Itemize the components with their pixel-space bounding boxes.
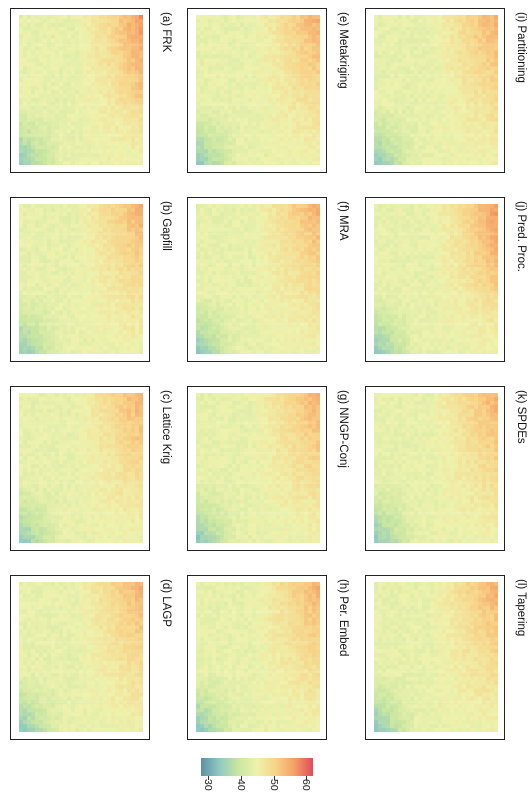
panel-title: (d) LAGP [156, 575, 176, 740]
panel-title: (h) Per. Embed [333, 575, 353, 740]
panel-title: (g) NNGP-Conj [333, 386, 353, 551]
panel-title: (f) MRA [333, 197, 353, 362]
heatmap-field [374, 204, 498, 354]
heatmap-field [19, 582, 143, 732]
heatmap-field [19, 15, 143, 165]
panel-title: (k) SPDEs [511, 386, 530, 551]
colorbar-tick-text: 50 [267, 779, 280, 791]
heatmap-field [374, 582, 498, 732]
panel-frame [365, 386, 505, 551]
panel-frame [10, 197, 150, 362]
panel-title-text: (f) MRA [337, 201, 349, 241]
heatmap-field [374, 15, 498, 165]
heatmap-field [196, 204, 320, 354]
panel-l: (l) Tapering [365, 575, 527, 740]
panel-title-text: (b) Gapfill [160, 201, 172, 251]
panel-k: (k) SPDEs [365, 386, 527, 551]
panel-i: (i) Partitioning [365, 8, 527, 173]
colorbar-tick-label: 50 [267, 779, 287, 795]
colorbar-tick [240, 776, 242, 780]
panel-b: (b) Gapfill [10, 197, 172, 362]
panel-frame [10, 386, 150, 551]
panel-title-text: (c) Lattice Krig [160, 390, 172, 465]
colorbar-gradient [201, 758, 313, 776]
panel-frame [187, 8, 327, 173]
panel-d: (d) LAGP [10, 575, 172, 740]
panel-frame [365, 8, 505, 173]
panel-title: (j) Pred. Proc. [511, 197, 530, 362]
colorbar-tick-text: 30 [201, 779, 214, 791]
heatmap-field [19, 393, 143, 543]
panel-title-text: (e) Metakriging [337, 12, 349, 89]
panel-a: (a) FRK [10, 8, 172, 173]
colorbar-tick-text: 40 [234, 779, 247, 791]
panel-title-text: (i) Partitioning [515, 12, 527, 83]
panel-title: (c) Lattice Krig [156, 386, 176, 551]
panel-frame [365, 197, 505, 362]
panel-frame [187, 575, 327, 740]
panel-title: (a) FRK [156, 8, 176, 173]
panel-title-text: (g) NNGP-Conj [337, 390, 349, 468]
panel-title-text: (k) SPDEs [515, 390, 527, 444]
heatmap-field [196, 582, 320, 732]
panel-title-text: (d) LAGP [160, 579, 172, 627]
panel-c: (c) Lattice Krig [10, 386, 172, 551]
colorbar-tick [207, 776, 209, 780]
panel-title-text: (l) Tapering [515, 579, 527, 637]
panel-title-text: (h) Per. Embed [337, 579, 349, 657]
colorbar-tick [306, 776, 308, 780]
panel-title-text: (a) FRK [160, 12, 172, 53]
panel-frame [187, 197, 327, 362]
panel-title: (l) Tapering [511, 575, 530, 740]
panel-h: (h) Per. Embed [187, 575, 349, 740]
heatmap-field [196, 393, 320, 543]
heatmap-field [196, 15, 320, 165]
panel-frame [187, 386, 327, 551]
panel-title: (e) Metakriging [333, 8, 353, 173]
panel-frame [10, 575, 150, 740]
panel-e: (e) Metakriging [187, 8, 349, 173]
heatmap-field [19, 204, 143, 354]
heatmap-field [374, 393, 498, 543]
panel-title: (i) Partitioning [511, 8, 530, 173]
panel-frame [10, 8, 150, 173]
panel-f: (f) MRA [187, 197, 349, 362]
panel-title: (b) Gapfill [156, 197, 176, 362]
colorbar-tick [273, 776, 275, 780]
panel-frame [365, 575, 505, 740]
colorbar-tick-label: 60 [299, 779, 319, 795]
colorbar-tick-label: 40 [234, 779, 254, 795]
panel-g: (g) NNGP-Conj [187, 386, 349, 551]
colorbar-tick-label: 30 [201, 779, 221, 795]
colorbar-tick-text: 60 [300, 779, 313, 791]
panel-j: (j) Pred. Proc. [365, 197, 527, 362]
panel-title-text: (j) Pred. Proc. [515, 201, 527, 272]
colorbar-legend: 30 40 50 60 [195, 758, 320, 798]
